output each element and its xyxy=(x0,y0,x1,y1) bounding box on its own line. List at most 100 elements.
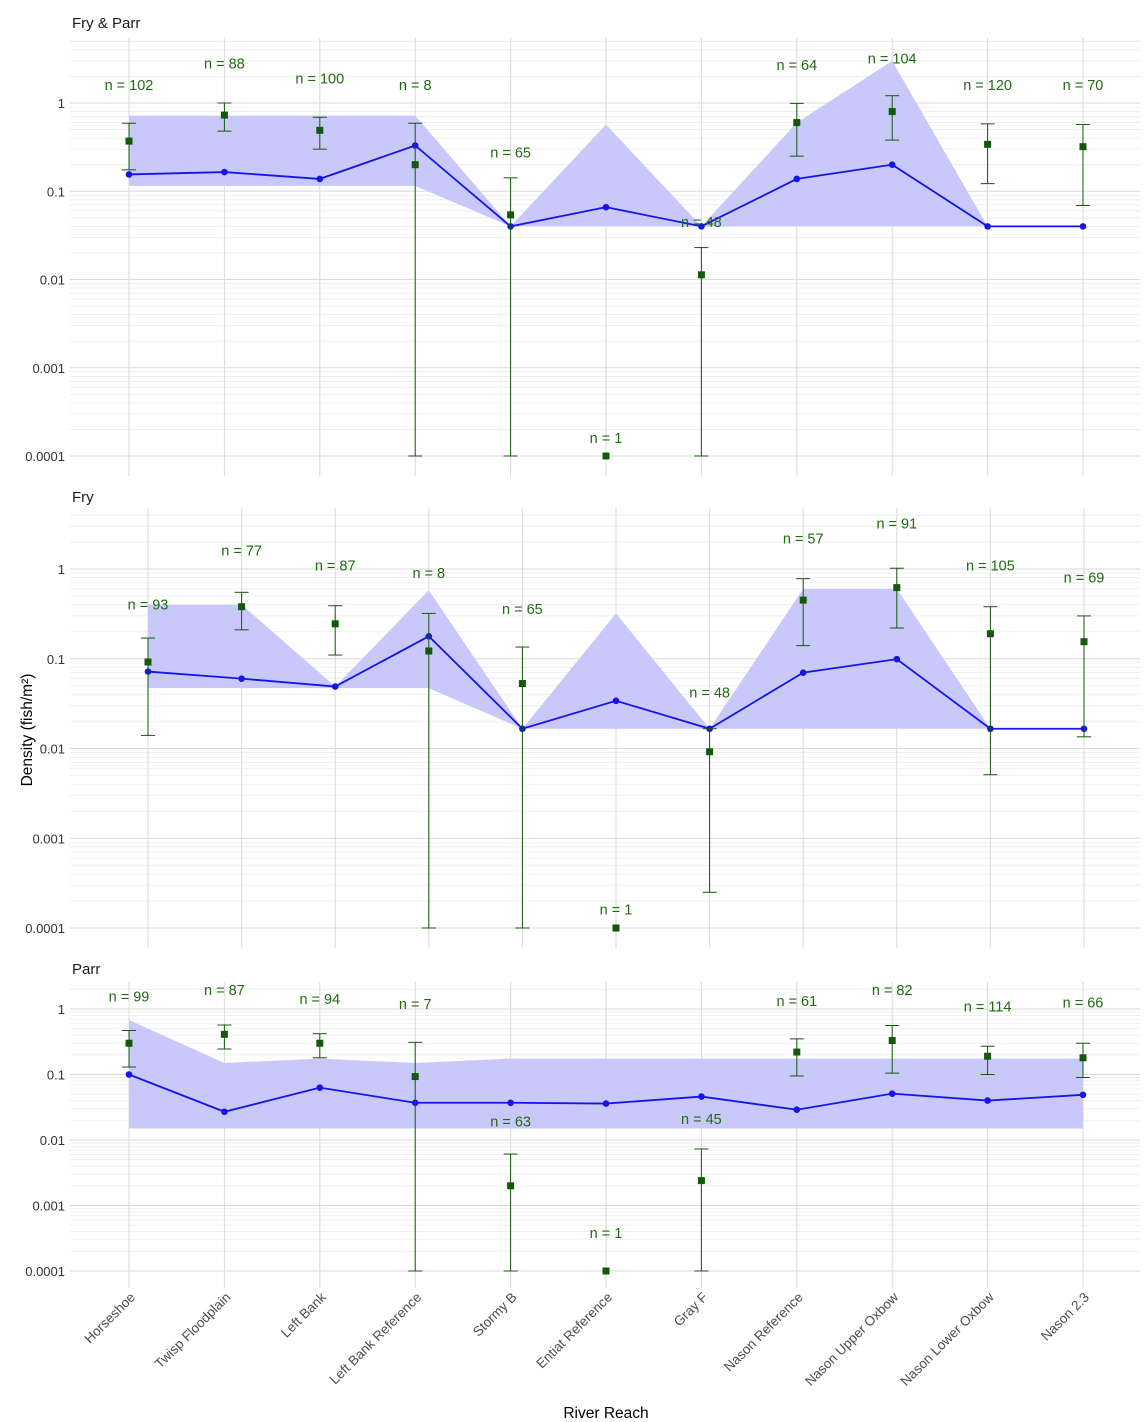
model-point xyxy=(888,1090,896,1097)
x-tick-label: Nason 2.3 xyxy=(1038,1290,1092,1344)
sample-size-label: n = 88 xyxy=(204,57,245,73)
model-point xyxy=(1079,1091,1087,1099)
observed-point xyxy=(144,658,152,666)
sample-size-label: n = 102 xyxy=(105,78,154,94)
x-tick-label: Nason Lower Oxbow xyxy=(898,1289,997,1388)
observed-point xyxy=(125,1039,133,1047)
panel-1: Fry 0.0001 0.001 0.01 0.1 1 n = 93 n = 77 n = 87… xyxy=(25,489,1140,948)
model-point xyxy=(893,655,901,663)
sample-size-label: n = 94 xyxy=(299,992,340,1008)
model-point xyxy=(793,175,801,183)
observed-point xyxy=(793,1048,801,1056)
observed-point xyxy=(793,119,801,127)
sample-size-label: n = 77 xyxy=(221,544,262,560)
model-point xyxy=(221,1108,228,1116)
y-tick-label: 1 xyxy=(58,1002,65,1017)
sample-size-label: n = 82 xyxy=(872,983,913,999)
panel-title: Parr xyxy=(72,961,100,978)
observed-point xyxy=(697,1177,705,1185)
model-point xyxy=(331,683,339,690)
observed-point xyxy=(986,630,994,638)
observed-point xyxy=(220,1030,228,1038)
model-point xyxy=(238,675,245,682)
y-tick-label: 0.001 xyxy=(32,831,65,846)
observed-point xyxy=(697,271,705,279)
x-tick-label: Gray F xyxy=(671,1290,711,1330)
sample-size-label: n = 63 xyxy=(490,1115,531,1131)
observed-point xyxy=(507,1182,515,1190)
model-point xyxy=(316,175,324,183)
y-tick-label: 0.1 xyxy=(47,652,65,667)
model-point xyxy=(698,223,705,230)
observed-point xyxy=(411,1073,419,1081)
y-tick-label: 0.1 xyxy=(47,184,65,199)
observed-point xyxy=(316,126,324,134)
observed-point xyxy=(888,1037,896,1045)
observed-point xyxy=(316,1039,324,1047)
observed-point xyxy=(220,111,228,119)
x-tick-label: Left Bank Reference xyxy=(327,1290,425,1388)
model-point xyxy=(316,1084,324,1091)
model-point xyxy=(125,171,133,178)
sample-size-label: n = 69 xyxy=(1064,571,1105,587)
model-point xyxy=(698,1093,705,1100)
sample-size-label: n = 120 xyxy=(963,78,1012,94)
model-point xyxy=(612,697,620,705)
model-point xyxy=(507,1099,514,1107)
sample-size-label: n = 104 xyxy=(868,51,917,67)
sample-size-label: n = 91 xyxy=(876,517,917,533)
model-point xyxy=(1079,223,1087,230)
observed-point xyxy=(425,647,433,655)
observed-point xyxy=(602,452,610,460)
sample-size-label: n = 105 xyxy=(966,558,1015,574)
observed-point xyxy=(1079,1054,1087,1062)
model-point xyxy=(125,1071,133,1078)
sample-size-label: n = 48 xyxy=(681,215,722,231)
model-uncertainty-band xyxy=(148,588,991,729)
observed-point xyxy=(612,924,620,932)
model-point xyxy=(888,161,896,168)
sample-size-label: n = 61 xyxy=(776,994,817,1010)
model-point xyxy=(221,168,228,176)
model-point xyxy=(984,1097,991,1104)
y-tick-label: 0.01 xyxy=(40,273,65,288)
y-tick-label: 0.001 xyxy=(32,361,65,376)
panel-2: Parr 0.0001 0.001 0.01 0.1 1 n = 99 n = 87 n = 9… xyxy=(25,961,1140,1288)
model-uncertainty-band xyxy=(129,60,988,227)
x-tick-label: Twisp Floodplain xyxy=(152,1290,234,1372)
sample-size-label: n = 1 xyxy=(590,431,623,447)
observed-point xyxy=(331,620,339,628)
sample-size-label: n = 66 xyxy=(1063,995,1104,1011)
sample-size-label: n = 100 xyxy=(295,71,344,87)
x-tick-label: Stormy B xyxy=(470,1290,520,1340)
model-point xyxy=(602,203,610,211)
observed-point xyxy=(518,679,526,687)
y-tick-label: 0.001 xyxy=(32,1199,65,1214)
sample-size-label: n = 87 xyxy=(204,983,245,999)
observed-point xyxy=(888,108,896,116)
y-tick-label: 0.0001 xyxy=(25,449,65,464)
model-point xyxy=(602,1100,610,1107)
sample-size-label: n = 45 xyxy=(681,1112,722,1128)
x-tick-label: Entiat Reference xyxy=(533,1290,615,1372)
observed-point xyxy=(984,140,992,148)
sample-size-label: n = 8 xyxy=(412,566,445,582)
observed-point xyxy=(799,596,807,604)
observed-point xyxy=(507,211,515,219)
sample-size-label: n = 1 xyxy=(600,903,633,919)
y-tick-label: 0.1 xyxy=(47,1068,65,1083)
sample-size-label: n = 7 xyxy=(399,997,432,1013)
sample-size-label: n = 114 xyxy=(964,999,1012,1015)
observed-point xyxy=(238,603,246,611)
x-tick-label: Horseshoe xyxy=(81,1290,138,1347)
sample-size-label: n = 64 xyxy=(776,58,817,74)
sample-size-label: n = 70 xyxy=(1063,78,1104,94)
sample-size-label: n = 87 xyxy=(315,558,356,574)
sample-size-label: n = 1 xyxy=(590,1226,623,1242)
sample-size-label: n = 57 xyxy=(783,531,824,547)
observed-point xyxy=(125,137,133,145)
y-axis-title: Density (fish/m²) xyxy=(19,674,36,787)
observed-point xyxy=(411,161,419,169)
panel-title: Fry & Parr xyxy=(72,15,140,32)
